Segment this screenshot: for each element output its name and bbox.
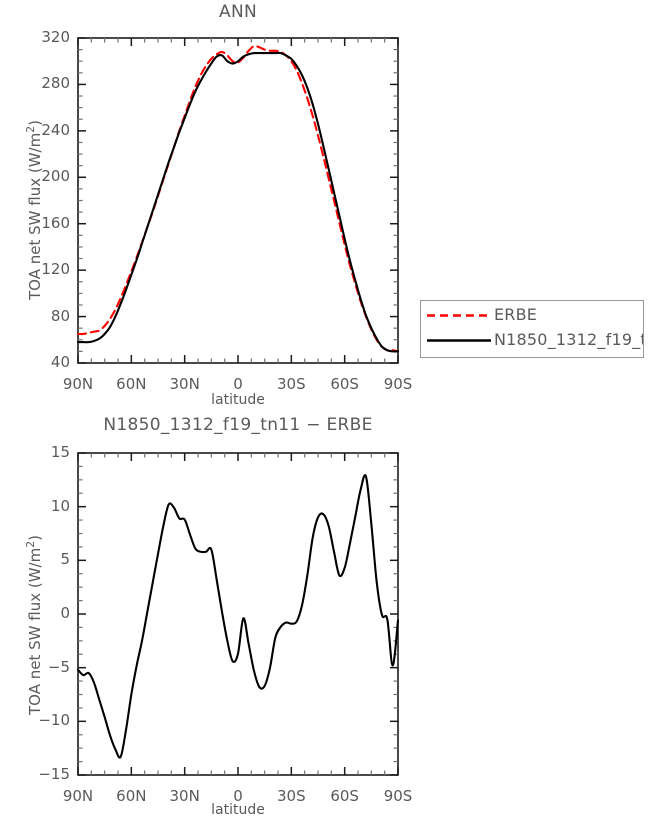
bottom-chart-xaxis-label: latitude [211, 802, 265, 818]
bottom-xtick-label: 30N [169, 787, 200, 805]
top-ytick-label: 80 [50, 306, 70, 325]
bottom-xtick-label: 60S [330, 787, 359, 805]
top-xtick-label: 60S [330, 375, 359, 393]
bottom-ytick-label: 10 [50, 496, 70, 515]
bottom-ytick-label: 0 [60, 604, 70, 622]
top-ytick-label: 200 [41, 167, 70, 186]
bottom-ylabel-exponent: 2 [24, 540, 37, 548]
top-ytick-label: 240 [41, 120, 70, 139]
top-ytick-label: 320 [41, 28, 70, 46]
top-series-0 [76, 44, 400, 353]
top-ytick-label: 160 [41, 213, 70, 232]
top-xtick-label: 30S [277, 375, 306, 393]
top-ytick-label: 280 [41, 74, 70, 93]
legend-entry-model[interactable]: N1850_1312_f19_tn11 [421, 328, 643, 354]
bottom-ylabel-suffix: ) [26, 535, 44, 541]
top-xtick-label: 90S [383, 375, 413, 393]
legend: ERBE N1850_1312_f19_tn11 [420, 300, 644, 358]
bottom-xtick-label: 90N [62, 787, 94, 805]
top-xtick-label: 30N [169, 375, 200, 393]
bottom-xtick-label: 0 [233, 787, 243, 805]
legend-swatch-model [427, 339, 491, 342]
bottom-ytick-label: −10 [38, 711, 70, 730]
bottom-ytick-label: 15 [50, 443, 70, 461]
bottom-chart-title: N1850_1312_f19_tn11 − ERBE [103, 415, 373, 435]
bottom-ytick-label: 5 [60, 550, 70, 569]
top-xtick-label: 90N [62, 375, 94, 393]
legend-swatch-erbe [427, 314, 491, 317]
bottom-series-0 [76, 474, 400, 759]
top-ytick-label: 40 [50, 353, 70, 371]
legend-label-erbe: ERBE [494, 305, 538, 324]
top-chart-xaxis-label: latitude [211, 392, 265, 408]
bottom-ytick-label: −15 [38, 765, 70, 783]
bottom-ylabel-prefix: TOA net SW flux (W/m [26, 547, 44, 715]
top-xtick-label: 0 [233, 375, 243, 393]
bottom-xtick-label: 60N [116, 787, 147, 805]
legend-entry-erbe[interactable]: ERBE [421, 303, 643, 329]
top-chart-title: ANN [219, 2, 257, 22]
top-xtick-label: 60N [116, 375, 147, 393]
bottom-xtick-label: 90S [383, 787, 413, 805]
top-chart-frame [77, 37, 399, 364]
legend-label-model: N1850_1312_f19_tn11 [494, 330, 643, 349]
top-ytick-label: 120 [41, 260, 70, 279]
top-series-1 [76, 51, 400, 353]
bottom-ytick-label: −5 [47, 657, 70, 676]
bottom-xtick-label: 30S [277, 787, 306, 805]
